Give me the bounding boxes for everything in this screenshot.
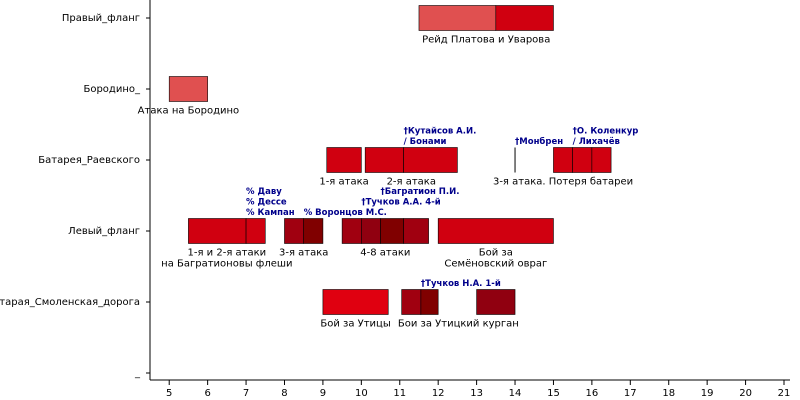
event-bar — [403, 147, 458, 173]
event-bar — [284, 218, 304, 244]
event-label: 3-я атака — [279, 248, 328, 259]
event-label: Семёновский овраг — [444, 259, 547, 270]
row-label: Бородино_ — [83, 84, 141, 95]
event-label: Бой за — [479, 248, 513, 259]
annotation: †Тучков Н.А. 1-й — [421, 279, 501, 289]
row-label: Левый_фланг — [68, 226, 140, 237]
annotation: % Даву — [246, 187, 282, 197]
row-label: _ — [134, 368, 141, 379]
event-label: 2-я атака — [387, 177, 436, 188]
event-bar — [364, 147, 404, 173]
event-bar — [476, 289, 516, 315]
event-bar — [341, 218, 362, 244]
event-label: 4-8 атаки — [360, 248, 410, 259]
annotation: †Кутайсов А.И. — [404, 127, 477, 137]
event-bar — [326, 147, 362, 173]
annotation: †О. Коленкур — [573, 127, 639, 137]
x-tick-label: 20 — [739, 388, 752, 399]
row-label: Старая_Смоленская_дорога — [0, 297, 140, 308]
event-label: Бой за Утицы — [320, 319, 390, 330]
event-bar — [403, 218, 429, 244]
x-tick-label: 21 — [778, 388, 791, 399]
event-bar — [572, 147, 593, 173]
x-tick-label: 9 — [320, 388, 326, 399]
row-label: Батарея_Раевского — [38, 155, 140, 166]
x-tick-label: 10 — [355, 388, 368, 399]
event-bar — [401, 289, 422, 315]
event-label: Рейд Платова и Уварова — [422, 35, 550, 46]
x-tick-label: 17 — [624, 388, 637, 399]
x-tick-label: 11 — [393, 388, 406, 399]
x-tick-label: 6 — [204, 388, 210, 399]
x-tick-label: 16 — [586, 388, 599, 399]
event-label: 1-я атака — [319, 177, 368, 188]
event-label: Атака на Бородино — [138, 106, 240, 117]
event-bar — [420, 289, 439, 315]
x-tick-label: 12 — [432, 388, 445, 399]
event-bar — [168, 76, 208, 102]
annotation: / Бонами — [404, 137, 447, 147]
event-label: 3-я атака. Потеря батареи — [493, 177, 633, 188]
event-label: на Багратионовы флеши — [161, 259, 292, 270]
event-label: 1-я и 2-я атаки — [188, 248, 267, 259]
row-label: Правый_фланг — [62, 13, 140, 24]
x-tick-label: 5 — [166, 388, 172, 399]
annotation: †Тучков А.А. 4-й — [361, 198, 440, 208]
x-tick-label: 15 — [547, 388, 560, 399]
annotation: % Воронцов М.С. — [304, 208, 387, 218]
x-tick-label: 7 — [243, 388, 249, 399]
event-bar — [495, 5, 554, 31]
event-bar — [591, 147, 612, 173]
event-bar — [245, 218, 266, 244]
x-tick-label: 13 — [470, 388, 483, 399]
annotation: †Багратион П.И. — [381, 187, 460, 197]
annotation: †Монбрен — [515, 136, 563, 147]
x-tick-label: 8 — [281, 388, 287, 399]
event-bar — [437, 218, 554, 244]
event-bar — [361, 218, 381, 244]
x-tick-label: 14 — [509, 388, 522, 399]
event-bar — [322, 289, 389, 315]
x-tick-label: 18 — [662, 388, 675, 399]
event-bar — [380, 218, 404, 244]
event-label: Бои за Утицкий курган — [398, 319, 519, 330]
event-bar — [418, 5, 497, 31]
annotation: % Кампан — [246, 208, 295, 218]
annotation: / Лихачёв — [573, 137, 620, 147]
event-bar — [553, 147, 573, 173]
annotation: % Дессе — [246, 198, 287, 208]
x-tick-label: 19 — [701, 388, 714, 399]
event-bar — [188, 218, 247, 244]
event-bar — [303, 218, 324, 244]
